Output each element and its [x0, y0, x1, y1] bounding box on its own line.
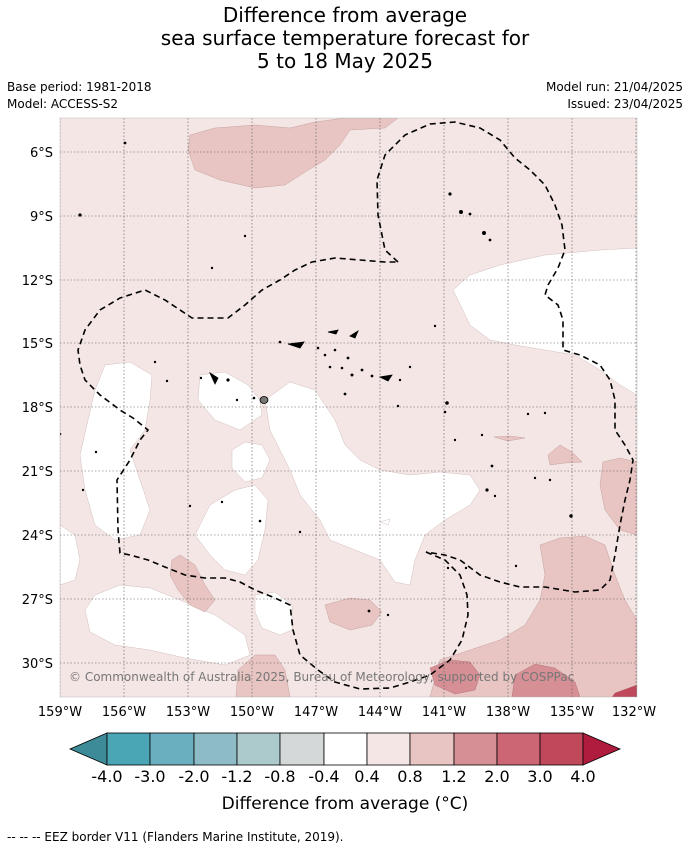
colorbar-segment — [323, 732, 368, 766]
colorbar-tick: 1.2 — [441, 767, 466, 786]
lon-label: 153°W — [166, 705, 210, 720]
lat-label: 21°S — [22, 465, 53, 480]
colorbar-segment — [279, 732, 325, 766]
colorbar-tick: -3.0 — [134, 767, 165, 786]
colorbar-tick: -0.4 — [308, 767, 339, 786]
colorbar-tick: 4.0 — [570, 767, 595, 786]
lat-label: 12°S — [22, 274, 53, 289]
colorbar-tick: -2.0 — [178, 767, 209, 786]
colorbar-tick: -0.8 — [264, 767, 295, 786]
lat-label: 15°S — [22, 337, 53, 352]
eez-legend-note: -- -- -- EEZ border V11 (Flanders Marine… — [7, 830, 344, 844]
model-run: Model run: 21/04/2025 — [545, 80, 683, 94]
lat-label: 27°S — [22, 593, 53, 608]
colorbar-segment — [236, 732, 281, 766]
warm-regions — [169, 118, 637, 697]
lat-label: 9°S — [30, 210, 53, 225]
title-line-3: 5 to 18 May 2025 — [257, 49, 433, 73]
model-name: Model: ACCESS-S2 — [7, 97, 119, 111]
lon-label: 144°W — [358, 705, 402, 720]
lat-label: 30°S — [22, 657, 53, 672]
lon-label: 135°W — [550, 705, 594, 720]
lon-label: 159°W — [38, 705, 82, 720]
lon-label: 141°W — [422, 705, 466, 720]
colorbar-segment — [409, 732, 455, 766]
colorbar-segment — [453, 732, 498, 766]
copyright-notice: © Commonwealth of Australia 2025, Bureau… — [69, 670, 574, 684]
meta-right: Model run: 21/04/2025 Issued: 23/04/2025 — [546, 79, 683, 113]
map-frame — [59, 117, 638, 698]
colorbar-segment — [366, 732, 411, 766]
colorbar-tick: 0.8 — [397, 767, 422, 786]
colorbar-segment — [106, 732, 151, 766]
colorbar-label: Difference from average (°C) — [221, 794, 469, 814]
colorbar-segment — [149, 732, 195, 766]
colorbar-ticks: -4.0 -3.0 -2.0 -1.2 -0.8 -0.4 0.4 0.8 1.… — [91, 767, 595, 786]
title-line-2: sea surface temperature forecast for — [160, 26, 530, 50]
map-area: © Commonwealth of Australia 2025, Bureau… — [60, 118, 637, 697]
colorbar — [68, 732, 622, 766]
issued-date: Issued: 23/04/2025 — [567, 97, 683, 111]
colorbar-tick: 3.0 — [527, 767, 552, 786]
lon-label: 132°W — [612, 705, 656, 720]
islands — [60, 141, 573, 617]
lat-label: 18°S — [22, 401, 53, 416]
gridlines — [60, 118, 637, 697]
map-title: Difference from average sea surface temp… — [0, 4, 690, 73]
lon-label: 147°W — [294, 705, 338, 720]
colorbar-tick: 0.4 — [354, 767, 379, 786]
colorbar-tick: 2.0 — [484, 767, 509, 786]
longitude-labels: 159°W 156°W 153°W 150°W 147°W 144°W 141°… — [38, 705, 656, 720]
colorbar-tick: -1.2 — [221, 767, 252, 786]
meta-left: Base period: 1981-2018 Model: ACCESS-S2 — [7, 79, 152, 113]
colorbar-segment — [539, 732, 584, 766]
lat-label: 6°S — [30, 146, 53, 161]
lon-label: 150°W — [230, 705, 274, 720]
lat-label: 24°S — [22, 529, 53, 544]
latitude-labels: 6°S 9°S 12°S 15°S 18°S 21°S 24°S 27°S 30… — [22, 146, 53, 672]
lon-label: 138°W — [486, 705, 530, 720]
colorbar-segment — [193, 732, 238, 766]
base-period: Base period: 1981-2018 — [7, 80, 152, 94]
eez-borders — [77, 121, 634, 690]
title-line-1: Difference from average — [222, 3, 468, 27]
colorbar-segment — [496, 732, 541, 766]
neutral-regions — [60, 247, 637, 666]
lon-label: 156°W — [102, 705, 146, 720]
colorbar-min-arrow — [68, 732, 108, 766]
colorbar-tick: -4.0 — [91, 767, 122, 786]
colorbar-max-arrow — [582, 732, 622, 766]
strong-warm-regions — [429, 659, 637, 697]
